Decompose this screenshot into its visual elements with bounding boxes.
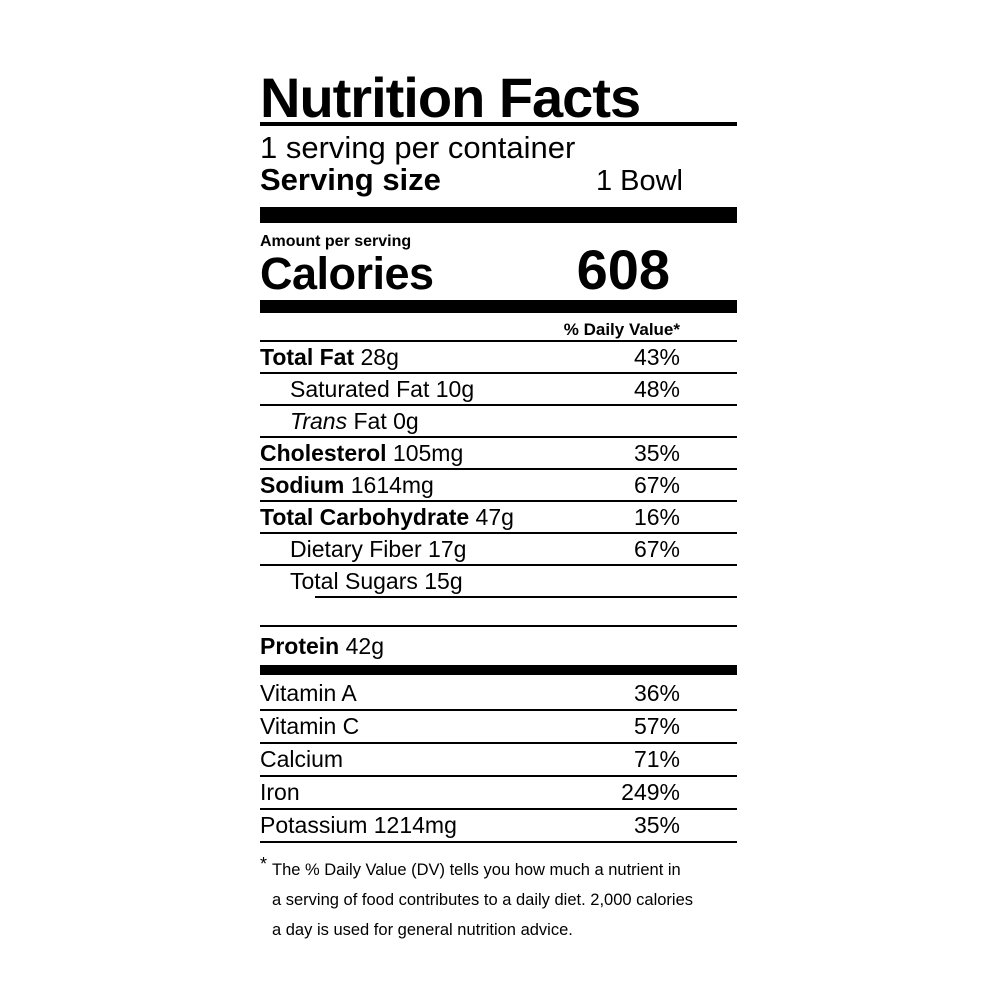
nutrient-dv: 67% [633,472,680,498]
servings-per-container: 1 serving per container [260,130,576,165]
footnote: * The % Daily Value (DV) tells you how m… [260,854,737,945]
vitamin-row-vitamin-c: Vitamin C 57% [260,711,737,744]
nutrient-row-total-fat: Total Fat 28g 43% [260,342,737,374]
nutrient-row-total-carbohydrate: Total Carbohydrate 47g 16% [260,502,737,534]
nutrient-amount: Total Sugars 15g [290,568,463,594]
nutrient-amount: 28g [354,344,399,370]
nutrient-dv: 35% [633,440,680,466]
nutrient-name-bold: Cholesterol [260,440,387,466]
nutrient-amount: 47g [469,504,514,530]
vitamin-name: Potassium 1214mg [260,812,457,838]
nutrient-name: Trans Fat 0g [260,406,419,436]
nutrient-amount: 1614mg [344,472,434,498]
nutrient-dv [680,566,737,598]
serving-size-label: Serving size [260,162,441,197]
label-title: Nutrition Facts [260,70,737,126]
serving-size-value: 1 Bowl [595,165,683,197]
footnote-text: The % Daily Value (DV) tells you how muc… [272,855,737,945]
nutrient-name: Total Carbohydrate 47g [260,502,514,532]
vitamin-dv: 249% [621,779,680,805]
thick-divider-protein [260,665,737,675]
vitamin-row-calcium: Calcium 71% [260,744,737,777]
nutrient-dv: 43% [633,344,680,370]
spacer-row [260,598,737,627]
vitamin-row-potassium: Potassium 1214mg 35% [260,810,737,843]
nutrient-name-bold: Total Fat [260,344,355,370]
serving-size-row: Serving size 1 Bowl [260,162,737,198]
nutrient-dv: 48% [633,376,680,402]
nutrient-name: Dietary Fiber 17g [260,534,466,564]
nutrient-row-total-sugars: Total Sugars 15g [260,566,737,598]
nutrient-amount: Dietary Fiber 17g [290,536,467,562]
nutrient-row-protein: Protein 42g [260,627,737,665]
nutrition-facts-label: Nutrition Facts 1 serving per container … [260,70,737,945]
footnote-line: a serving of food contributes to a daily… [272,891,693,909]
amount-per-serving-label: Amount per serving [260,233,412,250]
nutrient-dv [680,406,737,436]
nutrient-amount: 105mg [386,440,464,466]
vitamin-dv: 36% [633,680,680,706]
calories-value: 608 [576,238,670,301]
vitamin-name: Iron [260,779,300,805]
nutrient-row-cholesterol: Cholesterol 105mg 35% [260,438,737,470]
nutrient-name: Cholesterol 105mg [260,438,463,468]
daily-value-header: % Daily Value* [260,313,737,342]
nutrient-row-saturated-fat: Saturated Fat 10g 48% [260,374,737,406]
vitamin-name: Calcium [260,746,344,772]
nutrient-row-sodium: Sodium 1614mg 67% [260,470,737,502]
vitamin-row-vitamin-a: Vitamin A 36% [260,678,737,711]
calories-label: Calories [260,248,434,299]
thick-divider-calories [260,300,737,313]
nutrient-name-bold: Protein [260,633,340,659]
nutrient-dv: 67% [633,536,680,562]
nutrient-amount: 42g [339,633,384,659]
footnote-asterisk: * [260,854,268,874]
footnote-line: The % Daily Value (DV) tells you how muc… [272,861,681,879]
nutrient-row-trans-fat: Trans Fat 0g [260,406,737,438]
nutrient-amount: Saturated Fat 10g [290,376,475,402]
nutrient-name: Total Sugars 15g [260,566,463,598]
nutrient-name-bold: Total Carbohydrate [260,504,470,530]
nutrient-row-dietary-fiber: Dietary Fiber 17g 67% [260,534,737,566]
thick-divider-top [260,207,737,223]
nutrient-name: Saturated Fat 10g [260,374,474,404]
vitamin-dv: 57% [633,713,680,739]
indented-rule [315,596,737,598]
nutrient-name: Total Fat 28g [260,342,399,372]
nutrient-dv: 16% [633,504,680,530]
vitamin-name: Vitamin C [260,713,360,739]
nutrient-name-italic: Trans [290,408,348,434]
footnote-line: a day is used for general nutrition advi… [272,921,573,939]
nutrient-amount: Fat 0g [347,408,419,434]
vitamin-name: Vitamin A [260,680,357,706]
vitamin-row-iron: Iron 249% [260,777,737,810]
vitamin-dv: 35% [633,812,680,838]
nutrient-name-bold: Sodium [260,472,345,498]
nutrient-name: Protein 42g [260,633,384,659]
nutrient-name: Sodium 1614mg [260,470,434,500]
vitamin-dv: 71% [633,746,680,772]
calories-row: Calories 608 [260,238,737,301]
